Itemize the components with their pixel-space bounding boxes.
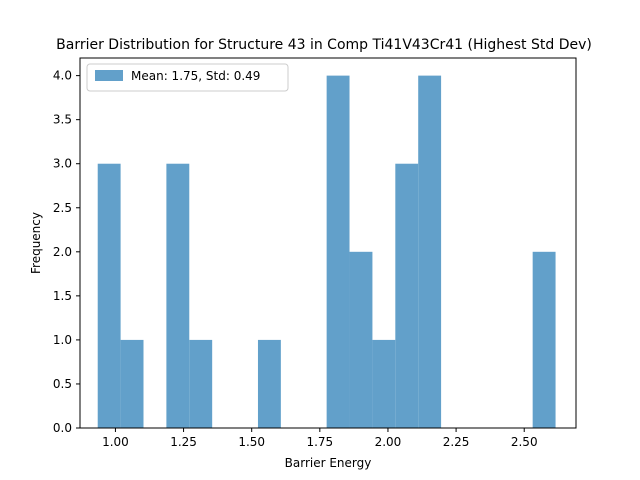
y-tick-label: 1.5 [53, 289, 72, 303]
x-tick-label: 2.50 [511, 435, 538, 449]
histogram-bar-7 [257, 339, 281, 428]
histogram-bar-1 [120, 339, 144, 428]
y-tick-label: 2.5 [53, 201, 72, 215]
x-tick-label: 1.50 [238, 435, 265, 449]
chart-title: Barrier Distribution for Structure 43 in… [56, 37, 592, 53]
bars-group [97, 75, 556, 428]
legend-swatch [95, 70, 123, 81]
x-tick-label: 1.75 [306, 435, 333, 449]
y-tick-label: 3.0 [53, 157, 72, 171]
plot-frame [79, 57, 577, 429]
histogram-bar-3 [166, 163, 190, 428]
y-tick-label: 1.0 [53, 333, 72, 347]
y-tick-label: 2.0 [53, 245, 72, 259]
legend: Mean: 1.75, Std: 0.49 [86, 63, 289, 92]
y-tick-label: 4.0 [53, 69, 72, 83]
x-tick-label: 2.00 [375, 435, 402, 449]
histogram-bar-19 [532, 251, 556, 428]
y-axis-ticks: 0.0 0.5 1.0 1.5 2.0 2.5 3.0 3.5 4.0 [53, 69, 80, 435]
x-axis-label: Barrier Energy [285, 456, 372, 470]
x-tick-label: 1.25 [170, 435, 197, 449]
y-axis-label: Frequency [29, 212, 43, 274]
histogram-bar-12 [372, 339, 396, 428]
y-tick-label: 0.0 [53, 421, 72, 435]
legend-box [86, 63, 289, 92]
histogram-bar-0 [97, 163, 121, 428]
y-tick-label: 0.5 [53, 377, 72, 391]
histogram-bar-11 [349, 251, 373, 428]
x-axis-ticks: 1.00 1.25 1.50 1.75 2.00 2.25 2.50 [102, 428, 538, 449]
legend-label: Mean: 1.75, Std: 0.49 [131, 69, 260, 83]
histogram-bar-13 [395, 163, 419, 428]
histogram-bar-14 [418, 75, 442, 428]
x-tick-label: 2.25 [443, 435, 470, 449]
x-tick-label: 1.00 [102, 435, 129, 449]
histogram-bar-4 [189, 339, 213, 428]
histogram-bar-10 [326, 75, 350, 428]
y-tick-label: 3.5 [53, 113, 72, 127]
